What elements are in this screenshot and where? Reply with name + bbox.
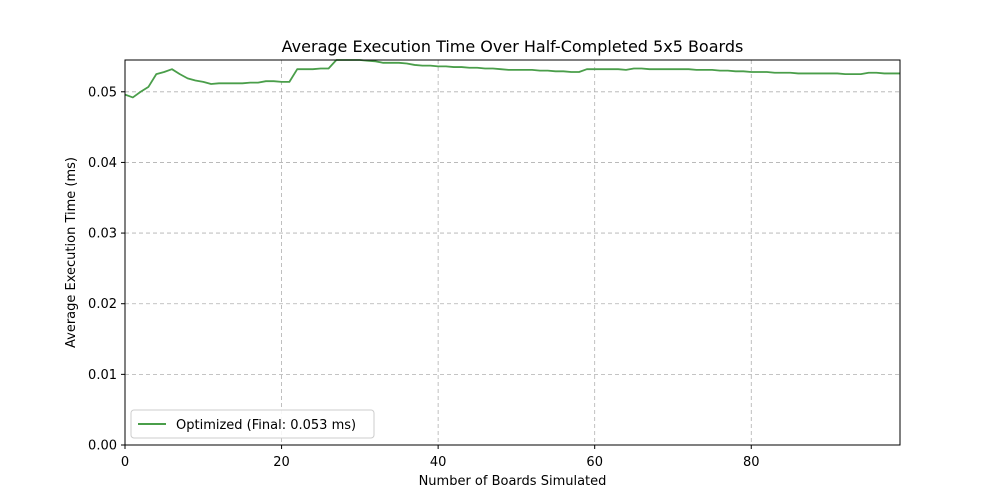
y-tick-label: 0.02 [88,297,117,312]
legend-label-optimized: Optimized (Final: 0.053 ms) [176,418,356,433]
y-axis-label: Average Execution Time (ms) [64,157,79,348]
x-axis-ticks: 0 20 40 60 80 [121,445,760,470]
x-tick-label: 60 [586,455,603,470]
y-axis-ticks: 0.00 0.01 0.02 0.03 0.04 0.05 [88,85,125,454]
y-tick-label: 0.01 [88,368,117,383]
x-tick-label: 40 [430,455,447,470]
y-tick-label: 0.03 [88,227,117,242]
y-tick-label: 0.05 [88,85,117,100]
x-tick-label: 0 [121,455,129,470]
series-line-optimized [124,59,900,99]
legend-box [130,409,375,439]
y-tick-label: 0.00 [88,439,117,454]
x-axis-label: Number of Boards Simulated [419,474,607,489]
x-tick-label: 80 [743,455,760,470]
series-layer [124,59,900,99]
legend: Optimized (Final: 0.053 ms) [130,409,375,439]
plot-area-frame [124,59,901,446]
chart-title: Average Execution Time Over Half-Complet… [282,37,744,56]
y-tick-label: 0.04 [88,156,117,171]
grid-lines [124,60,900,446]
x-tick-label: 20 [273,455,290,470]
